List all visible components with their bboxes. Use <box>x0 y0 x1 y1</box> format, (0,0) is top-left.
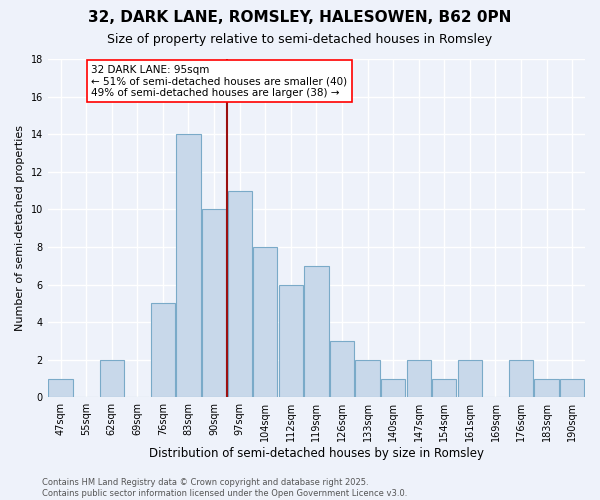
Bar <box>330 341 354 398</box>
Bar <box>176 134 200 398</box>
Text: Contains HM Land Registry data © Crown copyright and database right 2025.
Contai: Contains HM Land Registry data © Crown c… <box>42 478 407 498</box>
Bar <box>355 360 380 398</box>
Bar <box>202 210 226 398</box>
Bar <box>304 266 329 398</box>
Bar <box>227 190 252 398</box>
Text: 32, DARK LANE, ROMSLEY, HALESOWEN, B62 0PN: 32, DARK LANE, ROMSLEY, HALESOWEN, B62 0… <box>88 10 512 25</box>
Bar <box>458 360 482 398</box>
Bar <box>560 378 584 398</box>
Bar <box>407 360 431 398</box>
Text: 32 DARK LANE: 95sqm
← 51% of semi-detached houses are smaller (40)
49% of semi-d: 32 DARK LANE: 95sqm ← 51% of semi-detach… <box>91 64 347 98</box>
Bar <box>509 360 533 398</box>
Text: Size of property relative to semi-detached houses in Romsley: Size of property relative to semi-detach… <box>107 32 493 46</box>
Bar <box>49 378 73 398</box>
Bar <box>278 284 303 398</box>
Bar <box>432 378 457 398</box>
Y-axis label: Number of semi-detached properties: Number of semi-detached properties <box>15 125 25 331</box>
Bar <box>253 247 277 398</box>
X-axis label: Distribution of semi-detached houses by size in Romsley: Distribution of semi-detached houses by … <box>149 447 484 460</box>
Bar <box>100 360 124 398</box>
Bar <box>151 304 175 398</box>
Bar <box>381 378 405 398</box>
Bar <box>535 378 559 398</box>
